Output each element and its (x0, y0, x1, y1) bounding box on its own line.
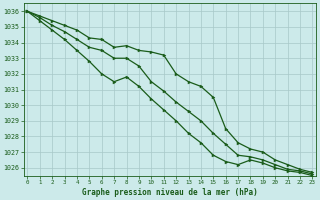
X-axis label: Graphe pression niveau de la mer (hPa): Graphe pression niveau de la mer (hPa) (82, 188, 258, 197)
